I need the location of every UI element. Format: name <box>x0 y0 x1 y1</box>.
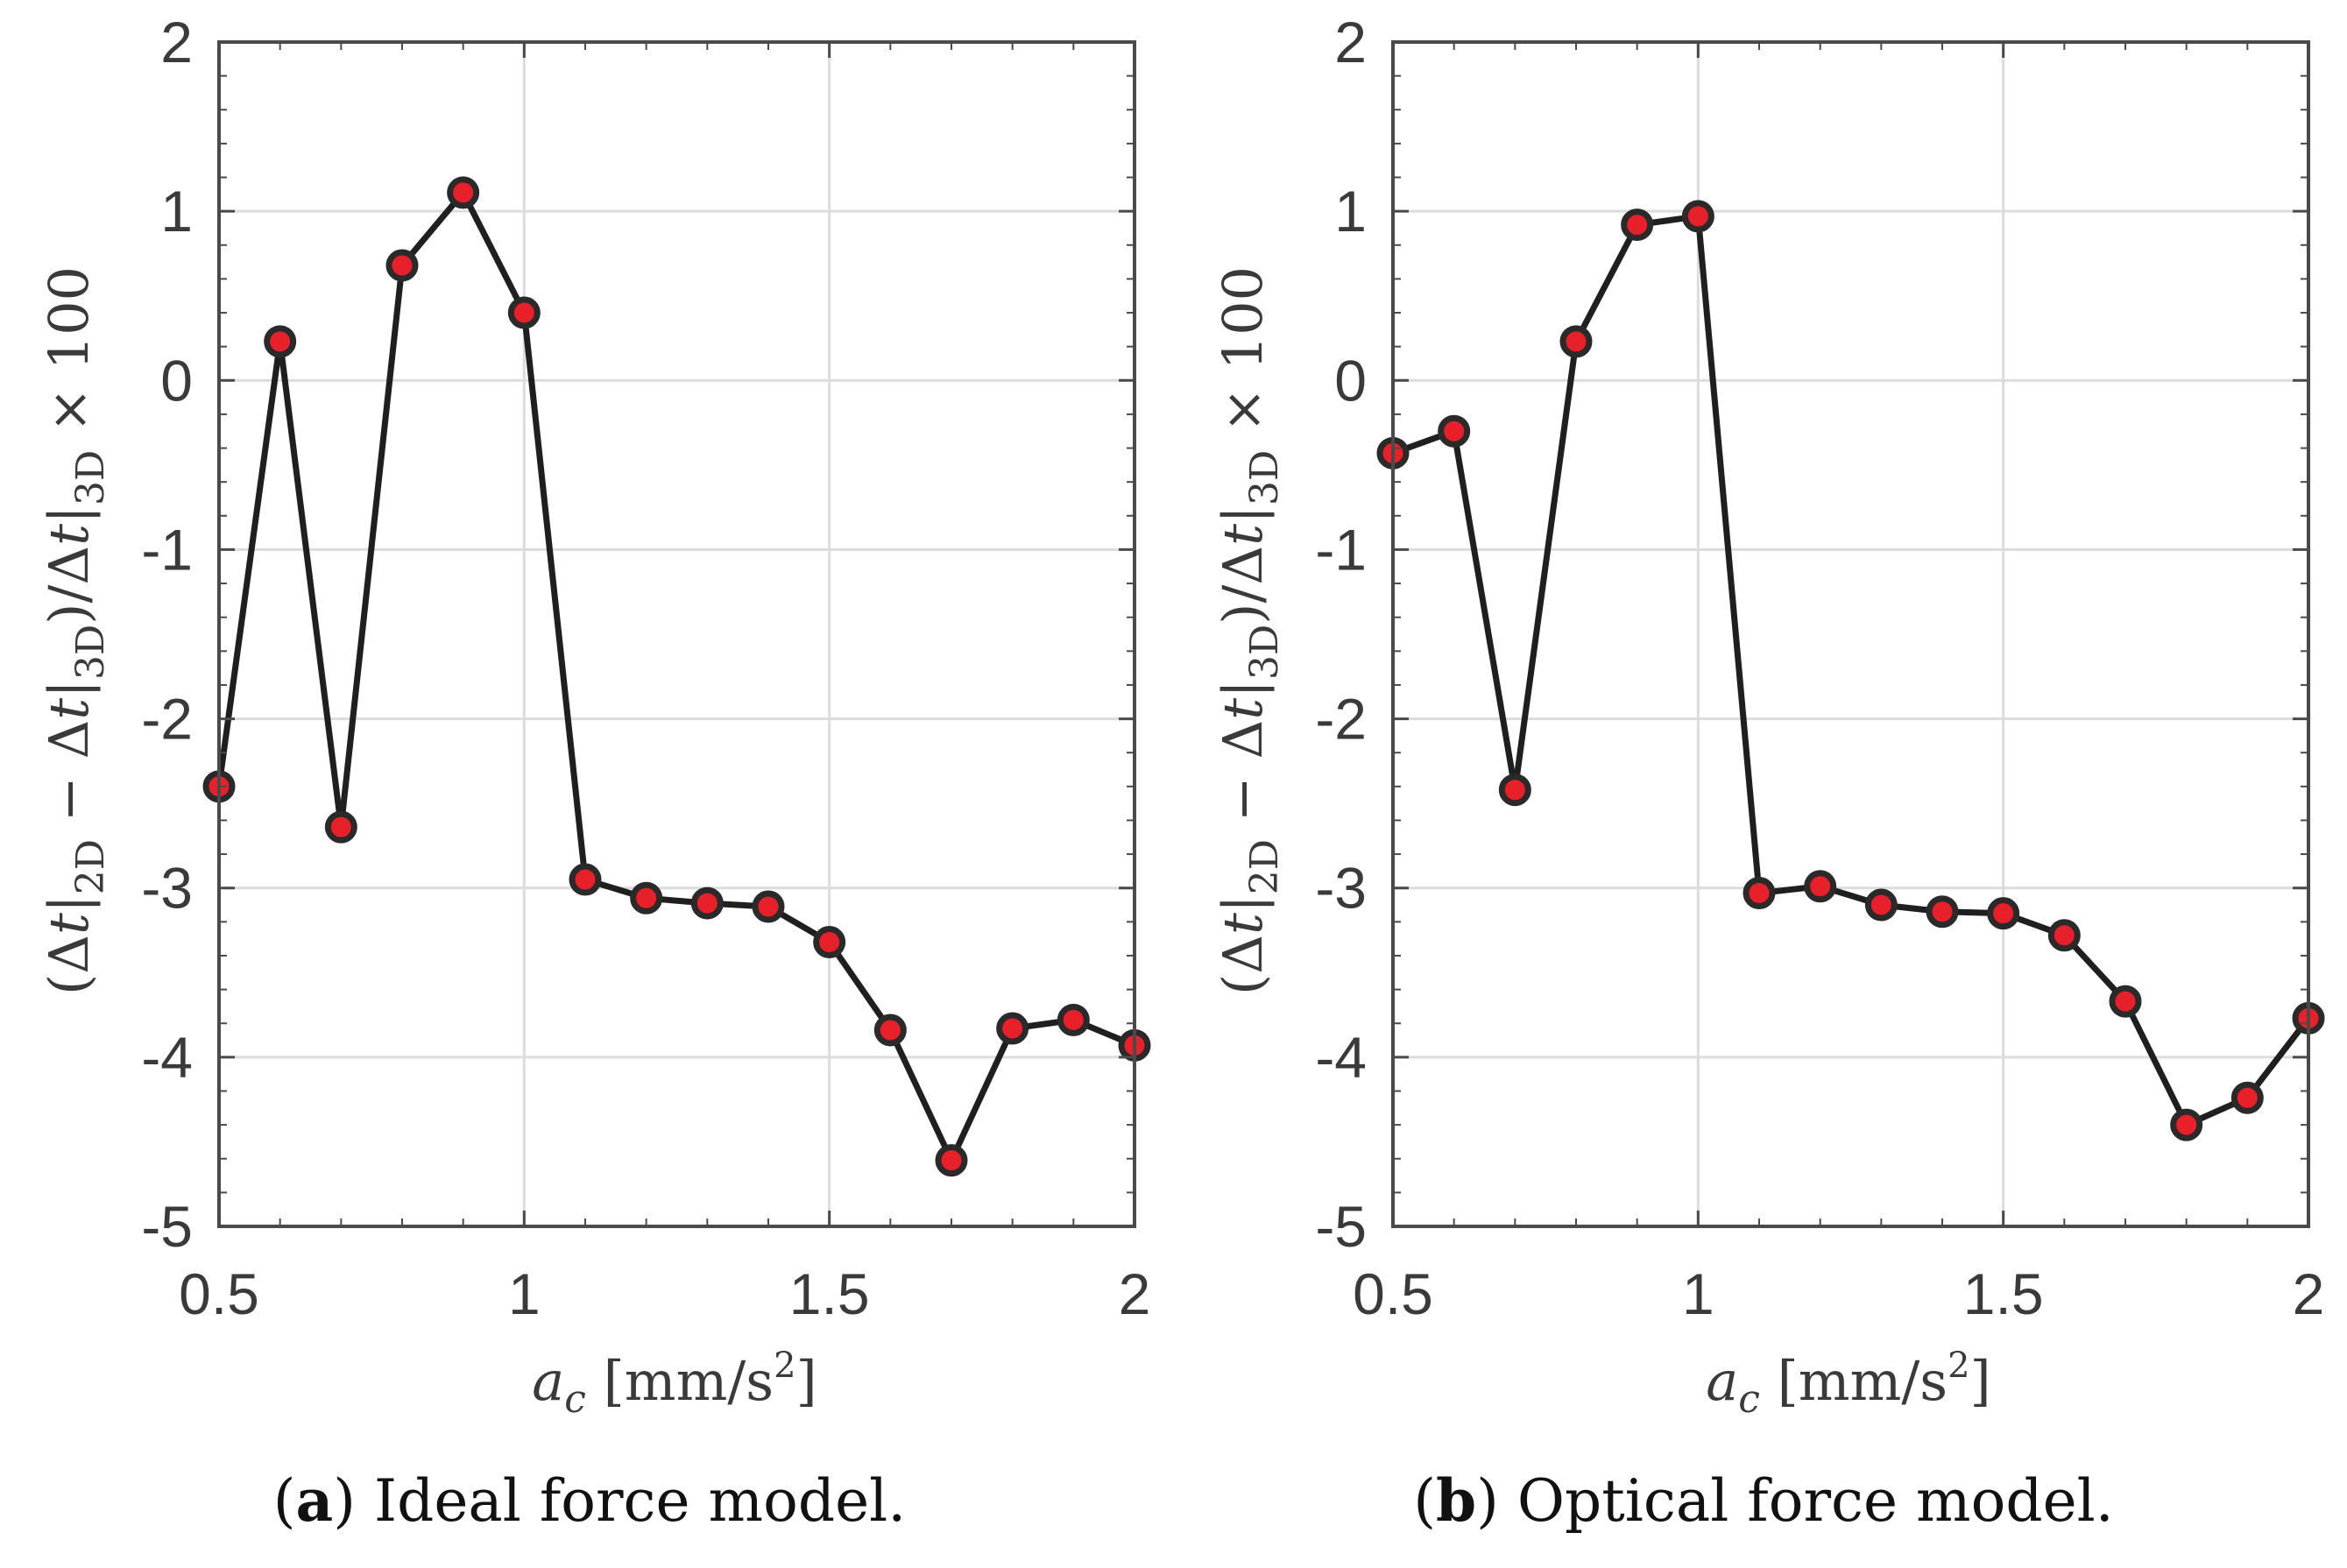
y-tick-label: 2 <box>1334 10 1367 74</box>
series-line <box>1391 213 2311 1128</box>
series-group <box>1376 200 2325 1141</box>
y-tick-label: 0 <box>160 348 193 413</box>
y-tick-label: -5 <box>1315 1194 1367 1259</box>
data-point <box>1743 877 1776 910</box>
caption: (b) Optical force model. <box>1413 1466 2113 1535</box>
y-axis-label: (Δt|2D − Δt|3D)/Δt|3D × 100 <box>1211 266 1287 995</box>
data-point <box>1926 895 1959 929</box>
x-tick-labels: 0.5 1 1.5 2 <box>1353 1261 2324 1326</box>
y-tick-label: -4 <box>141 1025 193 1090</box>
y-tick-label: -3 <box>141 856 193 921</box>
x-tick-label: 1.5 <box>1963 1261 2044 1326</box>
grid-lines <box>1393 42 2308 1226</box>
data-point <box>630 881 663 915</box>
x-tick-label: 2 <box>2293 1261 2325 1326</box>
data-point <box>1864 888 1898 922</box>
chart-panel-ideal: 2 1 0 -1 -2 -3 -4 -5 0.5 1 1.5 2 (Δt|2D − Δt|3D)/Δ… <box>37 10 1151 1535</box>
chart-panel-optical: 2 1 0 -1 -2 -3 -4 -5 0.5 1 1.5 2 (Δt|2D − Δt|3D)/Δ… <box>1211 10 2325 1535</box>
data-point <box>690 886 724 920</box>
caption: (a) Ideal force model. <box>273 1466 907 1535</box>
data-point <box>1438 414 1471 448</box>
data-point <box>813 926 846 959</box>
y-tick-label: -4 <box>1315 1025 1367 1090</box>
data-point <box>752 890 785 923</box>
x-axis-label: ac [mm/s2] <box>1706 1346 1990 1422</box>
y-tick-labels: 2 1 0 -1 -2 -3 -4 -5 <box>1315 10 1367 1259</box>
data-point <box>1987 897 2020 930</box>
data-point <box>2109 985 2142 1018</box>
y-tick-label: 1 <box>160 179 193 244</box>
y-tick-label: -5 <box>141 1194 193 1259</box>
y-tick-label: 2 <box>160 10 193 74</box>
y-axis-label: (Δt|2D − Δt|3D)/Δt|3D × 100 <box>37 266 113 995</box>
data-point <box>1621 208 1654 242</box>
x-axis-label: ac [mm/s2] <box>532 1346 817 1422</box>
y-tick-labels: 2 1 0 -1 -2 -3 -4 -5 <box>141 10 193 1259</box>
tick-marks <box>1391 40 2310 1228</box>
series-line <box>216 189 1136 1164</box>
x-tick-label: 0.5 <box>179 1261 259 1326</box>
data-point <box>1681 200 1714 233</box>
grid-lines <box>219 42 1135 1226</box>
data-point <box>2230 1081 2264 1114</box>
data-point <box>2170 1108 2203 1141</box>
plot-frame <box>217 40 1136 1228</box>
data-point <box>264 325 297 358</box>
x-tick-label: 2 <box>1119 1261 1151 1326</box>
data-point <box>1804 870 1837 903</box>
data-point <box>1559 325 1593 358</box>
y-tick-label: 1 <box>1334 179 1367 244</box>
plot-frame <box>1391 40 2310 1228</box>
data-point <box>873 1014 907 1047</box>
data-point <box>1498 773 1531 807</box>
series-group <box>202 176 1151 1177</box>
x-tick-label: 0.5 <box>1353 1261 1433 1326</box>
x-tick-label: 1.5 <box>789 1261 870 1326</box>
y-tick-label: -1 <box>1315 517 1367 582</box>
data-point <box>569 863 602 896</box>
data-point <box>935 1144 968 1177</box>
y-tick-label: -2 <box>141 687 193 752</box>
tick-marks <box>217 40 1136 1228</box>
y-tick-label: -3 <box>1315 856 1367 921</box>
data-point <box>2047 919 2081 952</box>
y-tick-label: 0 <box>1334 348 1367 413</box>
x-tick-label: 1 <box>1682 1261 1714 1326</box>
data-point <box>1057 1003 1090 1036</box>
x-tick-label: 1 <box>508 1261 541 1326</box>
y-tick-label: -1 <box>141 517 193 582</box>
x-tick-labels: 0.5 1 1.5 2 <box>179 1261 1150 1326</box>
data-point <box>447 176 480 209</box>
data-point <box>996 1012 1029 1045</box>
data-point <box>324 810 357 844</box>
y-tick-label: -2 <box>1315 687 1367 752</box>
data-point <box>507 296 541 329</box>
data-point <box>385 249 419 282</box>
